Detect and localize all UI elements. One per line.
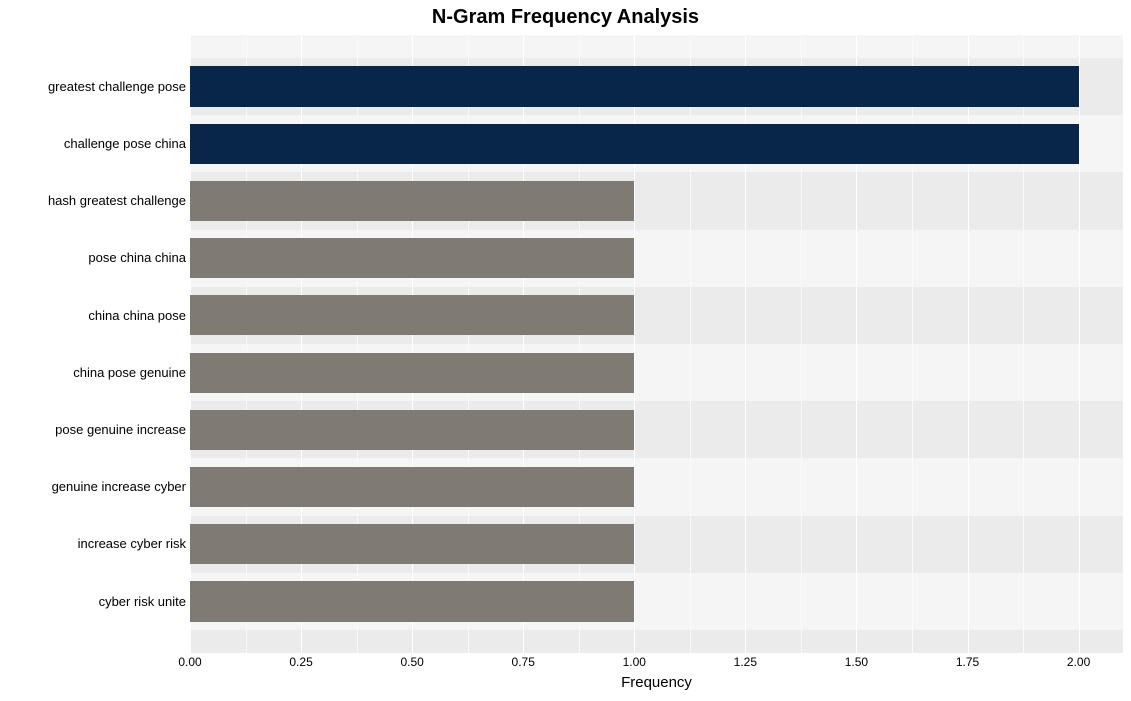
plot-area [190, 35, 1123, 653]
x-tick-label: 0.50 [400, 655, 423, 669]
x-axis-ticks: 0.000.250.500.751.001.251.501.752.00 [190, 655, 1123, 673]
bar [190, 295, 634, 335]
y-tick-label: increase cyber risk [78, 536, 186, 551]
x-tick-label: 0.25 [289, 655, 312, 669]
x-tick-label: 1.50 [845, 655, 868, 669]
bar [190, 353, 634, 393]
ngram-frequency-chart: N-Gram Frequency Analysis greatest chall… [0, 0, 1131, 701]
x-tick-label: 1.25 [734, 655, 757, 669]
x-axis-label: Frequency [190, 674, 1123, 691]
x-tick-label: 1.75 [956, 655, 979, 669]
x-tick-label: 0.00 [178, 655, 201, 669]
y-tick-label: hash greatest challenge [48, 193, 186, 208]
plot-band [190, 630, 1123, 653]
y-tick-label: cyber risk unite [99, 594, 186, 609]
bar [190, 524, 634, 564]
y-tick-label: challenge pose china [64, 136, 186, 151]
bar [190, 238, 634, 278]
y-tick-label: greatest challenge pose [48, 79, 186, 94]
gridline-major [1079, 35, 1080, 653]
bar [190, 410, 634, 450]
y-tick-label: pose china china [88, 250, 186, 265]
x-tick-label: 0.75 [512, 655, 535, 669]
chart-title: N-Gram Frequency Analysis [0, 6, 1131, 29]
x-tick-label: 1.00 [623, 655, 646, 669]
bar [190, 581, 634, 621]
bar [190, 181, 634, 221]
y-axis-labels: greatest challenge pose challenge pose ch… [0, 35, 186, 653]
y-tick-label: china pose genuine [73, 365, 186, 380]
x-tick-label: 2.00 [1067, 655, 1090, 669]
y-tick-label: genuine increase cyber [52, 479, 186, 494]
bar [190, 467, 634, 507]
y-tick-label: pose genuine increase [55, 422, 186, 437]
plot-band [190, 35, 1123, 58]
bar [190, 66, 1079, 106]
bar [190, 124, 1079, 164]
y-tick-label: china china pose [88, 308, 186, 323]
